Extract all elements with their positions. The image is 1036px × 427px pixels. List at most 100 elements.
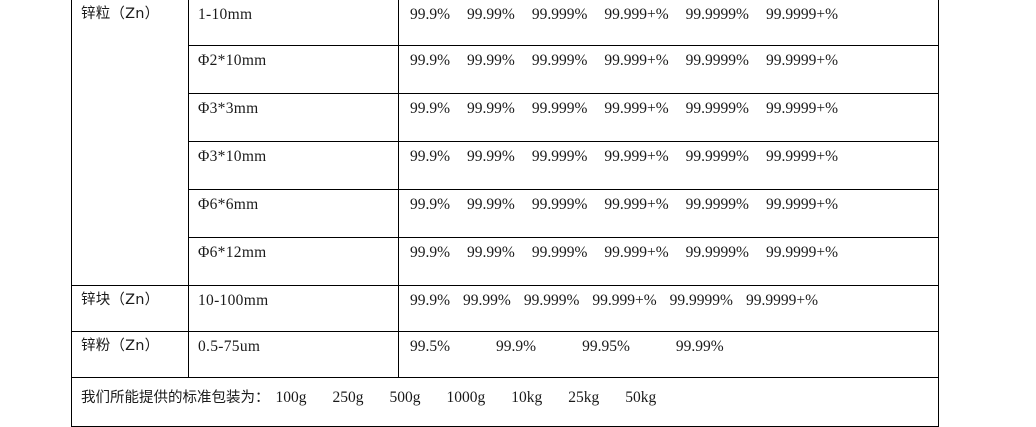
purity-value: 99.99% — [467, 6, 515, 23]
packaging-label: 我们所能提供的标准包装为： — [81, 390, 270, 406]
purity-cell: 99.9% 99.99% 99.999% 99.999+% 99.9999% 99.999… — [398, 237, 939, 286]
purity-value: 99.999+% — [592, 292, 657, 309]
purity-cell: 99.5% 99.9% 99.95% 99.99% — [398, 331, 939, 378]
purity-cell: 99.9% 99.99% 99.999% 99.999+% 99.9999% 99.999… — [398, 285, 939, 332]
purity-cell: 99.9% 99.99% 99.999% 99.999+% 99.9999% 99.999… — [398, 93, 939, 142]
purity-value: 99.9999+% — [765, 244, 838, 261]
purity-value: 99.9% — [410, 148, 451, 165]
size-cell: Φ3*10mm — [188, 141, 399, 190]
packaging-size: 250g — [332, 389, 364, 406]
size-label: Φ3*10mm — [198, 148, 267, 165]
table-row: Φ3*10mm 99.9% 99.99% 99.999% 99.999+% 99.999… — [72, 141, 939, 190]
size-label: Φ2*10mm — [198, 52, 267, 69]
purity-value: 99.95% — [582, 338, 630, 355]
purity-value: 99.9999% — [685, 196, 749, 213]
size-cell: 1-10mm — [188, 0, 399, 46]
size-label: Φ6*12mm — [198, 244, 267, 261]
packaging-size-list: 100g 250g 500g 1000g 10kg 25kg 50kg — [270, 389, 657, 406]
purity-value: 99.99% — [467, 52, 515, 69]
table-wrapper: 锌粒（Zn） 1-10mm 99.9% 99.99% 99.999% 99.999+%… — [71, 0, 939, 427]
purity-list: 99.9% 99.99% 99.999% 99.999+% 99.9999% 99.999… — [410, 195, 938, 214]
purity-value: 99.9999% — [685, 148, 749, 165]
product-name-label: 锌块（Zn） — [81, 292, 160, 308]
packaging-size: 10kg — [511, 389, 543, 406]
purity-value: 99.9999+% — [765, 52, 838, 69]
purity-list: 99.9% 99.99% 99.999% 99.999+% 99.9999% 99.999… — [410, 5, 938, 24]
purity-value: 99.9999+% — [745, 292, 818, 309]
purity-value: 99.9% — [410, 292, 451, 309]
purity-value: 99.999+% — [604, 100, 669, 117]
purity-value: 99.999+% — [604, 52, 669, 69]
purity-cell: 99.9% 99.99% 99.999% 99.999+% 99.9999% 99.999… — [398, 189, 939, 238]
purity-value: 99.9999% — [685, 100, 749, 117]
size-cell: 10-100mm — [188, 285, 399, 332]
purity-value: 99.9% — [410, 52, 451, 69]
size-label: 0.5-75um — [198, 338, 261, 355]
purity-value: 99.999% — [531, 244, 588, 261]
packaging-size: 100g — [275, 389, 307, 406]
purity-value: 99.99% — [467, 244, 515, 261]
purity-value: 99.999% — [531, 100, 588, 117]
purity-list: 99.9% 99.99% 99.999% 99.999+% 99.9999% 99.999… — [410, 51, 938, 70]
size-label: 10-100mm — [198, 292, 269, 309]
purity-value: 99.9999+% — [765, 6, 838, 23]
product-name-label: 锌粒（Zn） — [81, 6, 160, 22]
packaging-cell: 我们所能提供的标准包装为： 100g 250g 500g 1000g 10kg 25kg 50… — [71, 377, 939, 427]
product-name-cell-powder: 锌粉（Zn） — [71, 331, 189, 378]
packaging-row: 我们所能提供的标准包装为： 100g 250g 500g 1000g 10kg 25kg 50… — [71, 377, 939, 427]
purity-value: 99.9999% — [685, 244, 749, 261]
purity-value: 99.9% — [410, 196, 451, 213]
table-row: Φ6*12mm 99.9% 99.99% 99.999% 99.999+% 99.999… — [72, 237, 939, 286]
purity-value: 99.999+% — [604, 196, 669, 213]
purity-list: 99.9% 99.99% 99.999% 99.999+% 99.9999% 99.999… — [410, 243, 938, 262]
packaging-size: 500g — [389, 389, 421, 406]
packaging-size: 50kg — [625, 389, 657, 406]
purity-value: 99.9% — [496, 338, 537, 355]
product-name-cell-granule: 锌粒（Zn） — [71, 0, 189, 286]
product-name-label: 锌粉（Zn） — [81, 338, 160, 354]
purity-value: 99.5% — [410, 338, 451, 355]
purity-value: 99.9999+% — [765, 196, 838, 213]
table-row: Φ6*6mm 99.9% 99.99% 99.999% 99.999+% 99.9999… — [72, 189, 939, 238]
purity-cell: 99.9% 99.99% 99.999% 99.999+% 99.9999% 99.999… — [398, 141, 939, 190]
page-root: 锌粒（Zn） 1-10mm 99.9% 99.99% 99.999% 99.999+%… — [71, 0, 939, 427]
purity-list: 99.9% 99.99% 99.999% 99.999+% 99.9999% 99.999… — [410, 99, 938, 118]
purity-value: 99.999% — [531, 52, 588, 69]
table-row: 锌粒（Zn） 1-10mm 99.9% 99.99% 99.999% 99.999+%… — [71, 0, 939, 286]
table-row: Φ3*3mm 99.9% 99.99% 99.999% 99.999+% 99.9999… — [72, 93, 939, 142]
size-cell: Φ6*12mm — [188, 237, 399, 286]
purity-value: 99.9999% — [685, 52, 749, 69]
size-label: Φ6*6mm — [198, 196, 259, 213]
product-name-cell-block: 锌块（Zn） — [71, 285, 189, 332]
purity-list: 99.9% 99.99% 99.999% 99.999+% 99.9999% 99.999… — [410, 291, 938, 310]
purity-value: 99.9999+% — [765, 148, 838, 165]
purity-value: 99.999% — [523, 292, 580, 309]
purity-cell: 99.9% 99.99% 99.999% 99.999+% 99.9999% 99.999… — [398, 0, 939, 46]
purity-value: 99.9% — [410, 100, 451, 117]
purity-value: 99.99% — [675, 338, 724, 355]
purity-list: 99.9% 99.99% 99.999% 99.999+% 99.9999% 99.999… — [410, 147, 938, 166]
purity-value: 99.999% — [531, 6, 588, 23]
purity-value: 99.999% — [531, 148, 588, 165]
size-cell: 0.5-75um — [188, 331, 399, 378]
purity-value: 99.999+% — [604, 244, 669, 261]
table-row: Φ2*10mm 99.9% 99.99% 99.999% 99.999+% 99.999… — [72, 45, 939, 94]
size-cell: Φ6*6mm — [188, 189, 399, 238]
packaging-size: 25kg — [568, 389, 600, 406]
purity-value: 99.9999% — [685, 6, 749, 23]
table-row: 锌块（Zn） 10-100mm 99.9% 99.99% 99.999% 99.999… — [71, 285, 939, 332]
size-label: Φ3*3mm — [198, 100, 259, 117]
purity-value: 99.99% — [467, 100, 515, 117]
purity-value: 99.9999% — [669, 292, 733, 309]
purity-value: 99.99% — [463, 292, 511, 309]
size-cell: Φ2*10mm — [188, 45, 399, 94]
purity-value: 99.99% — [467, 196, 515, 213]
purity-value: 99.9999+% — [765, 100, 838, 117]
purity-cell: 99.9% 99.99% 99.999% 99.999+% 99.9999% 99.999… — [398, 45, 939, 94]
purity-value: 99.99% — [467, 148, 515, 165]
size-cell: Φ3*3mm — [188, 93, 399, 142]
purity-value: 99.999+% — [604, 6, 669, 23]
purity-value: 99.9% — [410, 6, 451, 23]
purity-value: 99.999+% — [604, 148, 669, 165]
purity-value: 99.9% — [410, 244, 451, 261]
